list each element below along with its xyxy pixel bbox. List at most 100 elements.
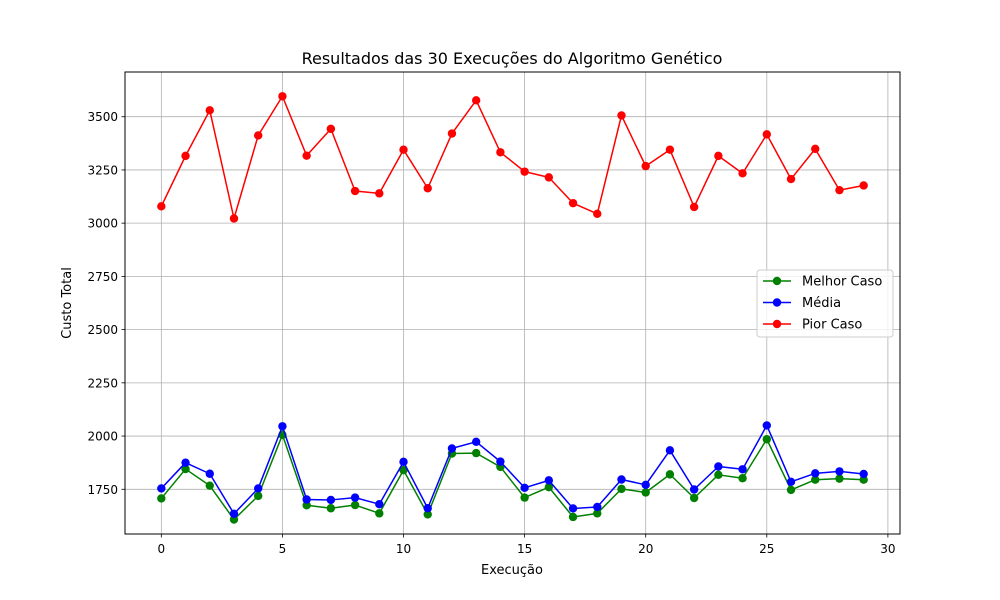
data-point-media [302,495,311,504]
data-point-pior-caso [157,202,166,211]
data-point-melhor-caso [181,464,190,474]
legend: Melhor Caso Média Pior Caso [756,269,894,338]
y-tick-label: 3000 [87,217,118,231]
data-point-pior-caso [714,151,723,161]
legend-marker-pior-caso [772,319,782,329]
y-tick-label: 2750 [87,270,118,284]
data-point-media [544,476,554,485]
x-tick-label: 5 [279,542,287,556]
data-point-pior-caso [786,174,796,184]
data-point-pior-caso [811,144,820,154]
legend-items: Melhor Caso Média Pior Caso [763,275,882,333]
legend-marker-melhor-caso [772,276,782,286]
data-point-pior-caso [568,198,578,208]
y-tick-label: 2250 [87,376,118,390]
data-point-pior-caso [326,124,336,134]
data-point-media [254,484,263,493]
data-point-pior-caso [399,145,408,154]
data-point-pior-caso [302,151,311,160]
data-point-pior-caso [593,209,602,218]
series-melhor-caso [157,430,868,524]
data-point-media [447,444,457,453]
x-tick-label: 0 [158,542,166,556]
plot-frame [124,71,901,535]
x-tick-label: 10 [396,542,411,556]
x-axis-label: Execução [481,563,543,578]
data-point-melhor-caso [520,493,529,502]
data-point-pior-caso [447,129,457,138]
series-pior-caso [157,92,868,223]
data-point-pior-caso [278,92,287,101]
data-point-pior-caso [544,173,554,182]
data-point-media [205,469,214,478]
series-media [157,421,868,518]
data-point-melhor-caso [326,504,336,513]
data-point-pior-caso [762,130,771,139]
legend-label-pior-caso: Pior Caso [802,318,862,333]
y-tick-label: 2500 [87,323,118,337]
series-line-pior-caso [160,95,864,220]
data-point-media [762,421,771,430]
series-line-media [160,424,864,515]
y-axis-label: Custo Total [60,267,75,339]
data-point-melhor-caso [738,474,747,483]
data-point-melhor-caso [665,470,675,479]
data-point-pior-caso [496,148,505,157]
data-point-melhor-caso [350,500,360,510]
data-point-media [375,499,384,509]
data-point-pior-caso [520,167,529,176]
legend-label-media: Média [802,296,841,311]
axis-ticks: 0 5 10 15 20 25 30 1750 2000 2250 2500 2750 3000 3250… [87,110,895,556]
data-point-media [181,458,190,467]
data-point-media [859,469,868,479]
data-point-melhor-caso [254,491,263,501]
data-point-media [520,483,529,492]
data-point-media [471,437,481,447]
data-point-media [786,477,796,487]
data-point-pior-caso [375,189,384,198]
data-point-pior-caso [471,96,481,105]
data-point-media [399,457,408,467]
legend-marker-media [772,298,782,307]
data-point-media [835,467,844,476]
data-point-melhor-caso [689,493,699,503]
data-point-pior-caso [229,214,239,223]
data-point-melhor-caso [762,435,771,444]
data-point-media [350,493,360,502]
data-point-melhor-caso [714,470,723,480]
data-point-melhor-caso [568,512,578,522]
y-tick-label: 2000 [87,430,118,444]
y-tick-label: 1750 [87,483,118,497]
chart-title: Resultados das 30 Execuções do Algoritmo… [302,49,723,68]
data-point-melhor-caso [544,482,554,492]
data-point-media [617,475,626,484]
y-tick-label: 3250 [87,163,118,177]
data-point-media [496,457,505,466]
data-point-media [714,462,723,471]
x-tick-label: 15 [517,542,532,556]
series-layer [157,92,868,524]
data-point-media [423,504,432,513]
data-point-pior-caso [835,185,844,195]
legend-box [756,269,894,338]
data-point-media [229,509,239,518]
data-point-pior-caso [254,131,263,140]
data-point-media [665,446,675,455]
data-point-pior-caso [617,111,626,120]
y-tick-label: 3500 [87,110,118,124]
data-point-pior-caso [423,184,432,193]
data-point-media [593,502,602,512]
data-point-melhor-caso [229,515,239,524]
data-point-pior-caso [859,181,868,190]
data-point-media [278,422,287,431]
data-point-melhor-caso [835,474,844,483]
x-tick-label: 25 [759,542,774,556]
data-point-melhor-caso [157,494,166,503]
data-point-pior-caso [689,202,699,212]
data-point-melhor-caso [423,510,432,519]
data-point-melhor-caso [302,501,311,510]
data-point-media [568,504,578,513]
x-tick-label: 30 [880,542,895,556]
data-point-melhor-caso [205,481,214,490]
